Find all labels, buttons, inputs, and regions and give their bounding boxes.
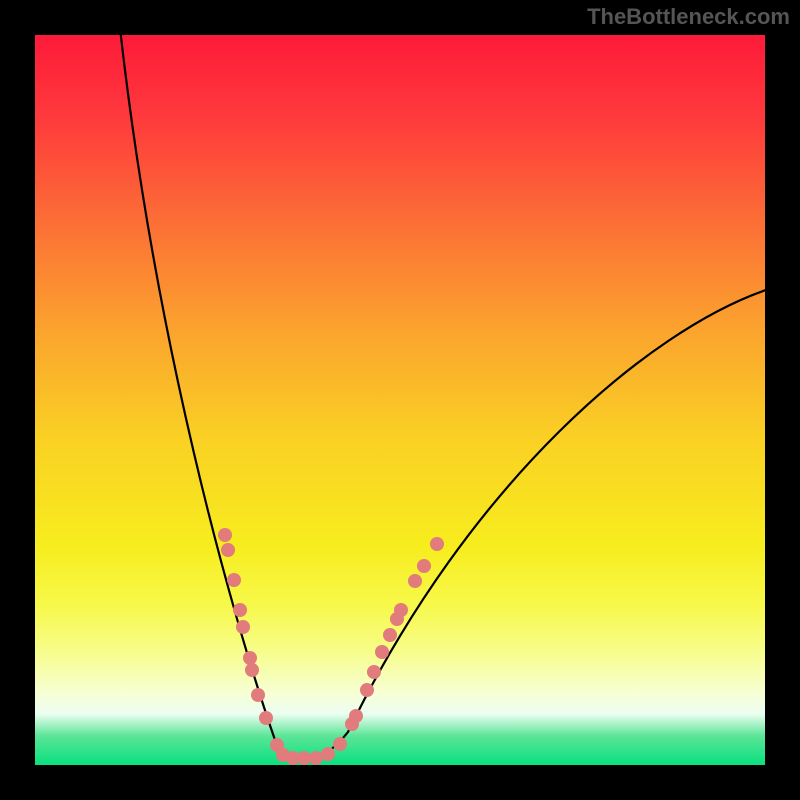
- data-point: [360, 683, 374, 697]
- data-point: [321, 747, 335, 761]
- data-point: [297, 751, 311, 765]
- data-point: [408, 574, 422, 588]
- data-point: [375, 645, 389, 659]
- data-point: [309, 751, 323, 765]
- chart-frame: TheBottleneck.com: [0, 0, 800, 800]
- data-point: [259, 711, 273, 725]
- plot-gradient-background: [35, 35, 765, 765]
- data-point: [233, 603, 247, 617]
- data-point: [236, 620, 250, 634]
- data-point: [383, 628, 397, 642]
- data-point: [227, 573, 241, 587]
- bottleneck-chart: [0, 0, 800, 800]
- data-point: [394, 603, 408, 617]
- data-point: [417, 559, 431, 573]
- watermark-text: TheBottleneck.com: [587, 4, 790, 30]
- data-point: [430, 537, 444, 551]
- data-point: [251, 688, 265, 702]
- data-point: [367, 665, 381, 679]
- data-point: [333, 737, 347, 751]
- data-point: [218, 528, 232, 542]
- data-point: [245, 663, 259, 677]
- data-point: [349, 709, 363, 723]
- data-point: [243, 651, 257, 665]
- data-point: [221, 543, 235, 557]
